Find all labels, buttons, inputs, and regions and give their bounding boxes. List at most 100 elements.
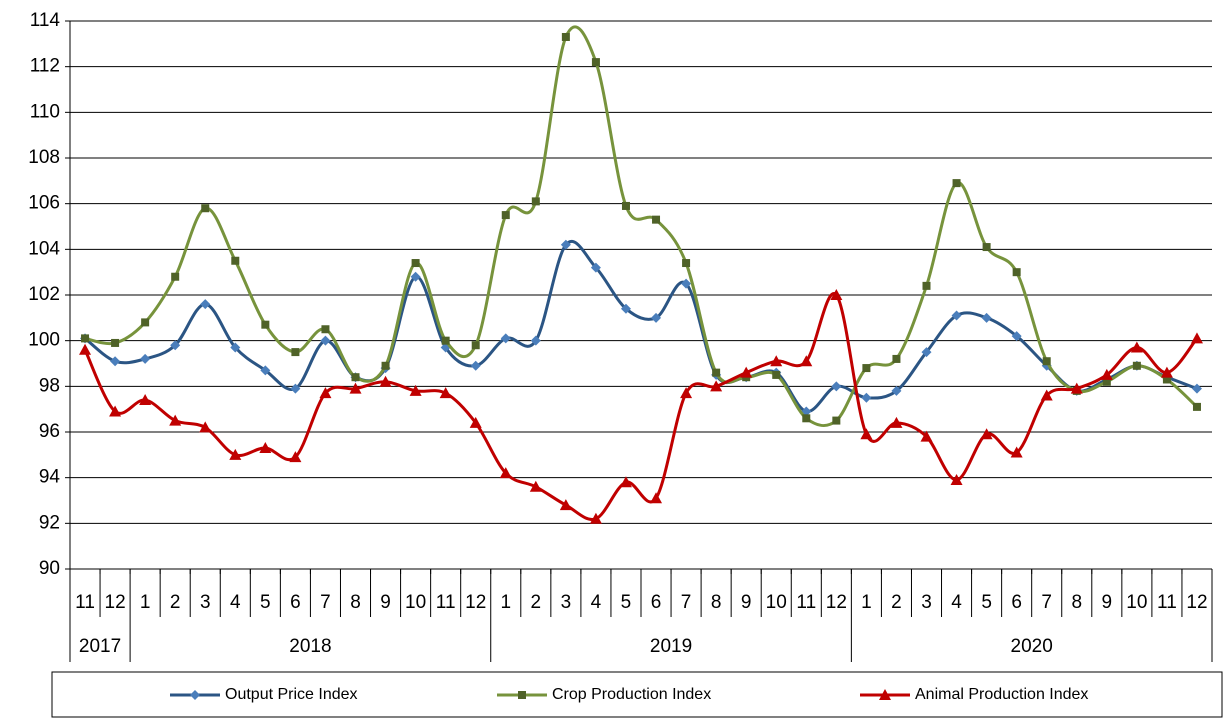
- data-point: [1100, 368, 1113, 380]
- data-point: [200, 299, 211, 310]
- x-tick-label: 7: [1041, 592, 1052, 613]
- data-point: [230, 342, 241, 353]
- y-tick-label: 102: [28, 284, 60, 305]
- data-point: [1040, 389, 1053, 401]
- data-point: [141, 318, 150, 327]
- data-point: [621, 201, 630, 210]
- x-tick-label: 7: [681, 592, 692, 613]
- data-point: [349, 382, 362, 394]
- x-tick-label: 10: [405, 592, 426, 613]
- x-tick-label: 1: [140, 592, 151, 613]
- x-tick-label: 10: [766, 592, 787, 613]
- data-point: [291, 348, 300, 357]
- data-point: [892, 354, 901, 363]
- x-tick-label: 8: [350, 592, 361, 613]
- x-tick-label: 1: [500, 592, 511, 613]
- x-tick-label: 6: [1011, 592, 1022, 613]
- legend-label: Crop Production Index: [552, 686, 711, 703]
- data-point: [110, 356, 121, 367]
- x-tick-label: 12: [465, 592, 486, 613]
- data-point: [802, 414, 811, 423]
- x-tick-label: 5: [260, 592, 271, 613]
- data-point: [231, 256, 240, 265]
- data-point: [890, 416, 903, 428]
- data-point: [620, 303, 631, 314]
- data-point: [320, 335, 331, 346]
- data-point: [680, 387, 693, 399]
- legend-label: Animal Production Index: [915, 686, 1088, 703]
- data-point: [951, 310, 962, 321]
- data-point: [201, 204, 210, 213]
- data-point: [861, 392, 872, 403]
- x-tick-label: 2: [531, 592, 542, 613]
- x-group-label: 2019: [650, 636, 692, 657]
- x-tick-label: 6: [290, 592, 301, 613]
- x-tick-label: 2: [891, 592, 902, 613]
- x-group-label: 2020: [1011, 636, 1053, 657]
- data-point: [589, 512, 602, 524]
- series-line: [84, 240, 1198, 413]
- data-point: [140, 353, 151, 364]
- x-group-label: 2017: [79, 636, 121, 657]
- data-point: [832, 416, 841, 425]
- data-point: [1192, 402, 1201, 411]
- data-point: [772, 370, 781, 379]
- data-point: [710, 380, 723, 392]
- data-point: [261, 320, 270, 329]
- data-point: [922, 281, 931, 290]
- data-point: [439, 387, 452, 399]
- x-group-label: 2018: [289, 636, 331, 657]
- x-tick-label: 4: [951, 592, 962, 613]
- data-point: [980, 428, 993, 440]
- y-tick-label: 94: [39, 467, 61, 488]
- data-point: [651, 312, 662, 323]
- data-point: [530, 335, 541, 346]
- data-point: [830, 289, 843, 300]
- x-tick-label: 1: [861, 592, 872, 613]
- data-point: [471, 341, 480, 350]
- data-point: [170, 340, 181, 351]
- y-tick-label: 92: [39, 512, 60, 533]
- data-point: [770, 355, 783, 367]
- data-point: [111, 338, 120, 347]
- data-point: [259, 441, 272, 453]
- data-point: [470, 360, 481, 371]
- x-tick-label: 9: [1102, 592, 1113, 613]
- data-point: [411, 259, 420, 268]
- data-point: [831, 381, 842, 392]
- x-tick-label: 10: [1126, 592, 1147, 613]
- data-point: [682, 259, 691, 268]
- legend-marker: [518, 691, 526, 699]
- x-tick-label: 4: [591, 592, 602, 613]
- data-point: [229, 448, 242, 460]
- data-point: [1070, 382, 1083, 394]
- x-tick-label: 3: [561, 592, 572, 613]
- data-point: [619, 476, 632, 488]
- x-tick-label: 5: [981, 592, 992, 613]
- x-tick-label: 12: [826, 592, 847, 613]
- y-tick-label: 110: [30, 101, 60, 122]
- data-point: [1130, 341, 1143, 353]
- data-point: [109, 405, 122, 417]
- data-point: [500, 333, 511, 344]
- data-point: [559, 499, 572, 511]
- data-point: [531, 197, 540, 206]
- x-tick-label: 11: [75, 592, 95, 613]
- x-tick-label: 11: [1157, 592, 1177, 613]
- data-point: [800, 355, 813, 367]
- y-tick-label: 114: [30, 10, 61, 31]
- data-point: [379, 375, 392, 387]
- x-tick-label: 11: [796, 592, 816, 613]
- data-point: [139, 394, 152, 406]
- data-point: [381, 361, 390, 370]
- x-tick-label: 9: [741, 592, 752, 613]
- data-point: [409, 384, 422, 396]
- data-point: [469, 416, 482, 428]
- data-point: [1132, 361, 1141, 370]
- data-point: [681, 278, 692, 289]
- x-tick-label: 5: [621, 592, 632, 613]
- series-line: [83, 292, 1199, 521]
- x-tick-label: 7: [320, 592, 331, 613]
- x-tick-label: 8: [1071, 592, 1082, 613]
- y-tick-label: 112: [30, 56, 60, 77]
